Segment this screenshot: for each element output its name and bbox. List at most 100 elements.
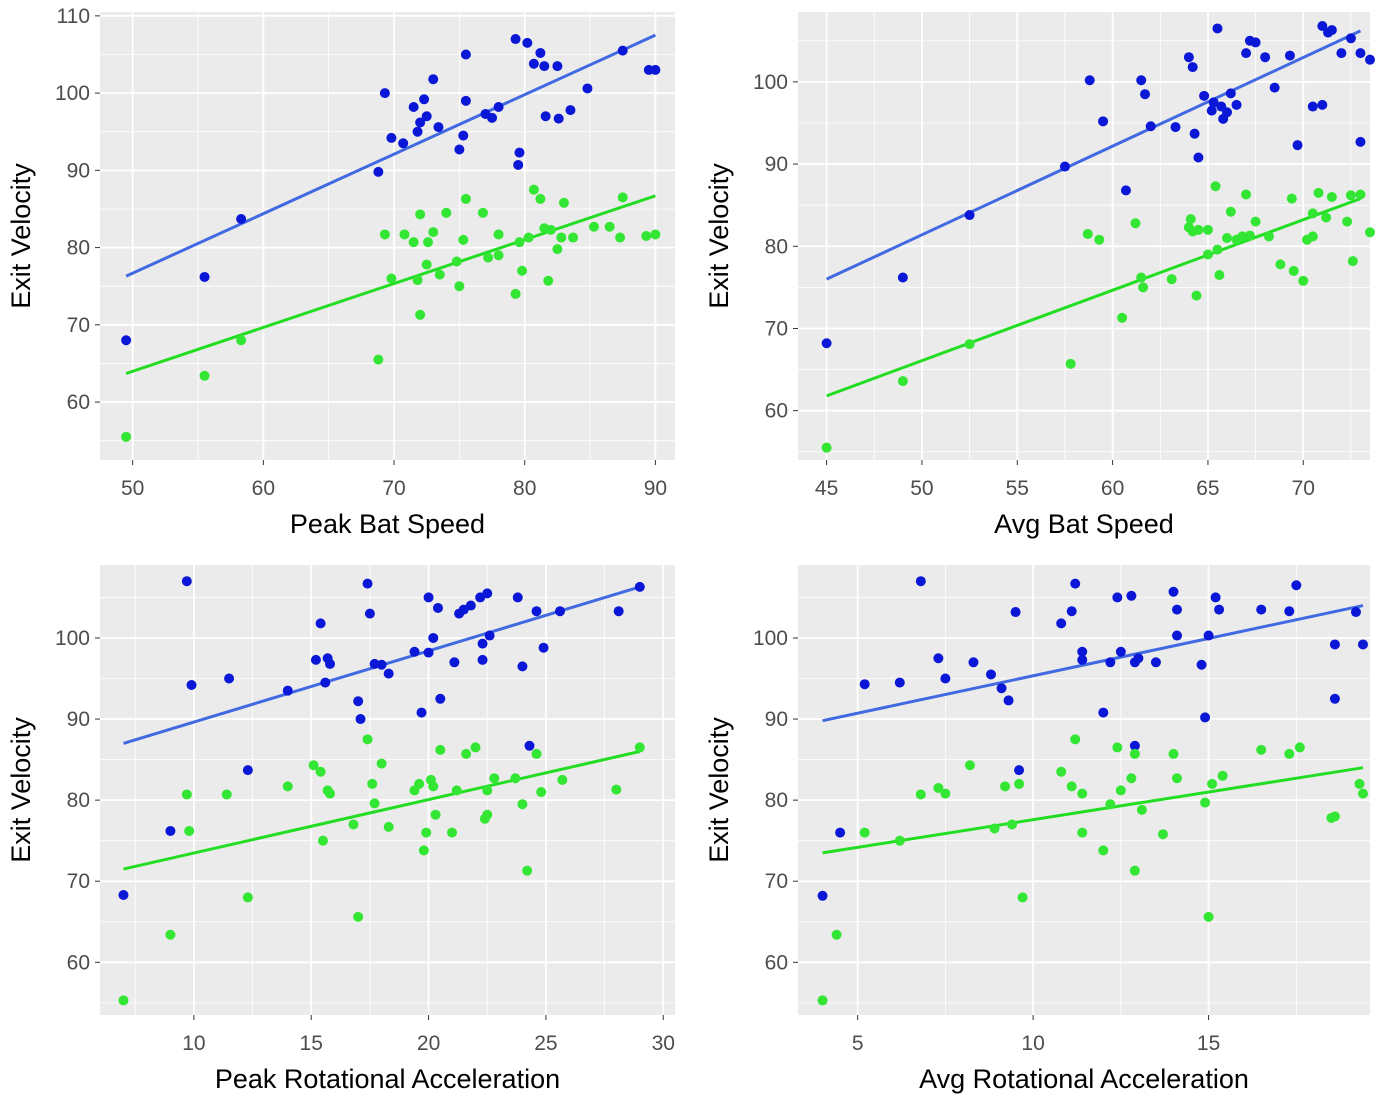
y-tick-label: 80 [765,235,788,258]
data-point-series-1 [1189,128,1200,139]
data-point-series-1 [1256,604,1267,615]
data-point-series-1 [1098,707,1109,718]
data-point-series-2 [1112,742,1123,753]
data-point-series-1 [416,707,427,718]
data-point-series-1 [514,147,525,158]
x-tick-label: 65 [1196,477,1219,500]
data-point-series-1 [940,673,951,684]
data-point-series-1 [465,600,476,611]
data-point-series-2 [964,760,975,771]
y-tick-label: 90 [765,153,788,176]
data-point-series-2 [531,748,542,759]
data-point-series-2 [1105,799,1116,810]
data-point-series-1 [1199,90,1210,101]
data-point-series-1 [482,588,493,599]
y-tick-label: 100 [55,627,90,650]
data-point-series-2 [1214,270,1225,281]
data-point-series-1 [1214,604,1225,615]
data-point-series-1 [419,94,430,105]
data-point-series-1 [423,592,434,603]
data-point-series-1 [310,654,321,665]
data-point-series-2 [859,827,870,838]
data-point-series-1 [1365,54,1375,65]
data-point-series-2 [514,237,525,248]
data-point-series-1 [428,632,439,643]
trend-line-series-1 [825,29,1362,281]
data-point-series-2 [315,766,326,777]
data-point-series-2 [933,782,944,793]
data-point-series-2 [1222,233,1232,244]
data-point-series-1 [121,335,132,346]
data-point-series-2 [369,798,380,809]
data-point-series-2 [1244,230,1255,241]
data-point-series-1 [1077,646,1088,657]
data-point-series-1 [1168,586,1179,597]
data-point-series-2 [1056,766,1067,777]
y-tick-label: 60 [765,400,788,423]
data-point-series-2 [493,229,504,240]
data-point-series-2 [408,237,419,248]
data-point-series-2 [1355,189,1366,200]
data-point-series-2 [588,221,599,232]
data-point-series-1 [415,117,426,128]
data-point-series-2 [435,744,446,755]
data-point-series-2 [1326,191,1337,202]
data-point-series-1 [242,765,253,776]
data-point-series-2 [461,748,472,759]
x-tick-label: 10 [182,1032,205,1055]
data-point-series-1 [315,618,326,629]
y-tick-label: 90 [765,708,788,731]
data-point-series-1 [432,602,443,613]
x-tick-label: 10 [1021,1032,1044,1055]
data-point-series-2 [430,809,441,820]
data-point-series-2 [121,431,132,442]
data-point-series-1 [1171,630,1182,641]
data-point-series-1 [1170,122,1181,133]
data-point-series-1 [1269,82,1280,93]
data-point-series-2 [1000,781,1011,792]
y-tick-label: 100 [55,82,90,105]
y-tick-label: 70 [67,870,90,893]
data-point-series-1 [1345,33,1356,44]
data-point-series-2 [604,221,615,232]
data-point-series-2 [362,734,373,745]
data-point-series-1 [383,668,394,679]
data-point-series-2 [199,370,210,381]
data-point-series-2 [483,252,494,263]
x-axis-label: Avg Rotational Acceleration [919,1064,1249,1094]
data-point-series-1 [412,126,423,137]
data-point-series-1 [1355,136,1366,147]
trend-line-series-1 [822,604,1364,723]
data-point-series-2 [423,237,434,248]
data-point-series-1 [458,130,469,141]
data-point-series-1 [373,166,384,177]
data-point-series-2 [458,234,469,245]
data-point-series-2 [376,758,387,769]
data-point-series-2 [510,773,521,784]
x-tick-label: 30 [652,1032,675,1055]
data-point-series-1 [165,825,176,836]
data-point-series-1 [449,657,460,668]
data-point-series-2 [611,784,622,795]
data-point-series-2 [1237,231,1248,242]
data-point-series-1 [423,647,434,658]
y-axis-label: Exit Velocity [6,717,36,863]
trend-line-series-1 [125,33,657,278]
data-point-series-2 [428,781,439,792]
data-point-series-2 [399,229,410,240]
data-point-series-2 [489,773,500,784]
data-point-series-1 [859,679,870,690]
data-point-series-1 [224,673,235,684]
data-point-series-1 [1171,604,1182,615]
data-point-series-1 [454,144,465,155]
data-point-series-1 [421,111,432,122]
data-point-series-1 [524,740,535,751]
data-point-series-2 [386,273,397,284]
data-point-series-2 [1217,770,1228,781]
data-point-series-1 [1145,121,1156,132]
data-point-series-1 [398,138,409,149]
panel-peak-rotational-acceleration: 10 15 20 25 30 60 70 80 90 100 Peak Rotational Acc… [6,565,675,1094]
data-point-series-2 [1225,206,1236,217]
y-tick-label: 70 [765,870,788,893]
x-axis-label: Peak Rotational Acceleration [215,1064,560,1094]
